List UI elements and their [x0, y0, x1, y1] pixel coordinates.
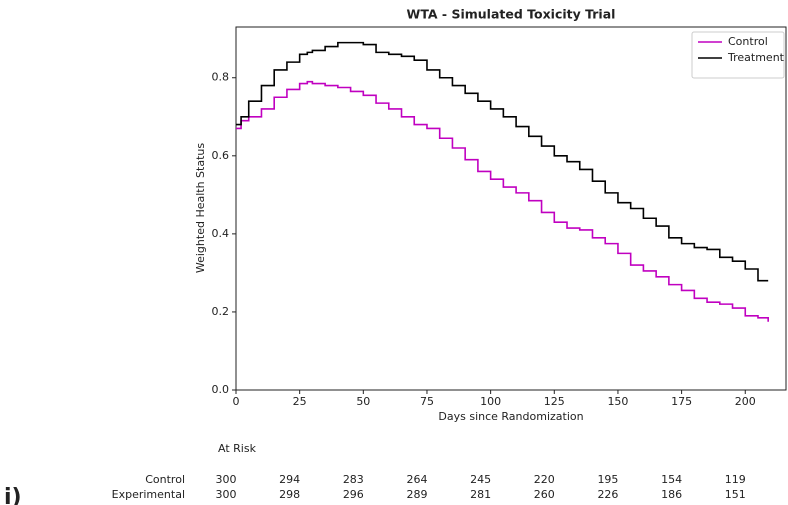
series-line	[236, 41, 769, 282]
at-risk-count: 260	[534, 488, 555, 501]
x-tick-label: 75	[420, 395, 434, 408]
at-risk-row-label: Control	[145, 473, 185, 486]
x-tick-label: 175	[671, 395, 692, 408]
x-tick-label: 50	[356, 395, 370, 408]
chart-title: WTA - Simulated Toxicity Trial	[407, 7, 616, 22]
at-risk-count: 119	[725, 473, 746, 486]
at-risk-count: 300	[216, 473, 237, 486]
at-risk-count: 283	[343, 473, 364, 486]
y-tick-label: 0.2	[212, 305, 230, 318]
at-risk-count: 294	[279, 473, 300, 486]
at-risk-title: At Risk	[218, 442, 257, 455]
at-risk-count: 281	[470, 488, 491, 501]
at-risk-count: 289	[406, 488, 427, 501]
at-risk-count: 245	[470, 473, 491, 486]
y-tick-label: 0.8	[212, 71, 230, 84]
y-tick-label: 0.4	[212, 227, 230, 240]
at-risk-count: 195	[597, 473, 618, 486]
at-risk-row-label: Experimental	[112, 488, 185, 501]
x-tick-label: 125	[544, 395, 565, 408]
at-risk-count: 298	[279, 488, 300, 501]
x-tick-label: 200	[735, 395, 756, 408]
x-tick-label: 100	[480, 395, 501, 408]
legend-label: Treatment	[727, 51, 785, 64]
legend-box	[691, 31, 785, 79]
x-tick-label: 25	[293, 395, 307, 408]
y-axis-label: Weighted Health Status	[194, 143, 207, 274]
y-tick-label: 0.0	[212, 383, 230, 396]
at-risk-count: 300	[216, 488, 237, 501]
at-risk-count: 296	[343, 488, 364, 501]
x-tick-label: 150	[607, 395, 628, 408]
x-tick-label: 0	[233, 395, 240, 408]
x-axis-label: Days since Randomization	[438, 410, 583, 423]
panel-label: i)	[4, 485, 22, 505]
y-tick-label: 0.6	[212, 149, 230, 162]
legend-label: Control	[728, 35, 768, 48]
plot-frame	[235, 26, 787, 391]
at-risk-count: 226	[597, 488, 618, 501]
series-line	[236, 80, 769, 322]
at-risk-count: 220	[534, 473, 555, 486]
at-risk-count: 186	[661, 488, 682, 501]
at-risk-count: 151	[725, 488, 746, 501]
at-risk-count: 154	[661, 473, 682, 486]
at-risk-count: 264	[406, 473, 427, 486]
